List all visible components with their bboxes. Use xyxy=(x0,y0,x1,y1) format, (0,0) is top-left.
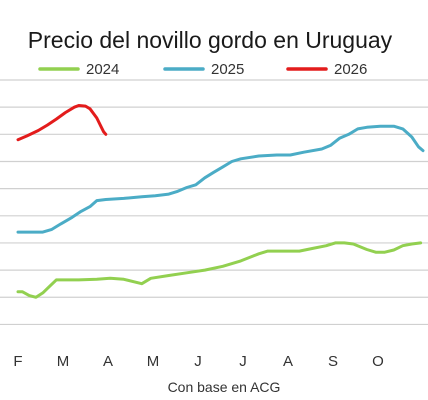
x-tick-label-1: M xyxy=(57,353,70,370)
x-tick-label-0: F xyxy=(13,353,22,370)
legend-label-2026: 2026 xyxy=(334,61,367,78)
x-tick-label-3: M xyxy=(147,353,160,370)
x-tick-label-2: A xyxy=(103,353,113,370)
chart-title: Precio del novillo gordo en Uruguay xyxy=(28,27,393,53)
x-tick-label-6: A xyxy=(283,353,293,370)
source-note: Con base en ACG xyxy=(168,379,281,395)
legend-label-2025: 2025 xyxy=(211,61,244,78)
legend: 2024 2025 2026 xyxy=(38,61,367,78)
x-tick-label-8: O xyxy=(372,353,384,370)
gridlines xyxy=(0,79,428,326)
series-line-2026 xyxy=(16,104,108,142)
series-layer xyxy=(16,104,425,299)
x-tick-label-5: J xyxy=(239,353,247,370)
x-tick-label-4: J xyxy=(194,353,202,370)
series-line-2025 xyxy=(16,124,425,234)
legend-label-2024: 2024 xyxy=(86,61,119,78)
x-tick-label-7: S xyxy=(328,353,338,370)
series-line-2024 xyxy=(16,241,423,299)
